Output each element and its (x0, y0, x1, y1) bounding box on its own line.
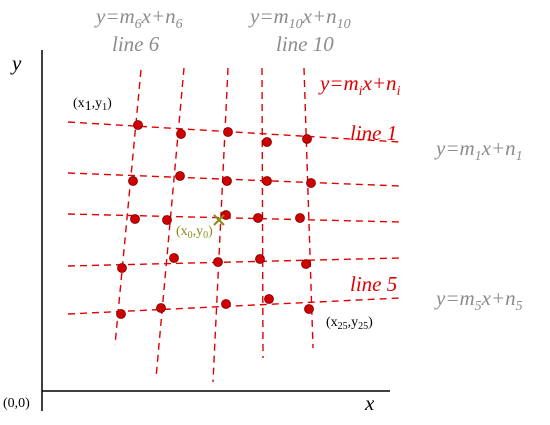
origin-label: (0,0) (3, 396, 30, 411)
point (169, 253, 179, 263)
point (213, 257, 223, 267)
eq-part: x+n (481, 136, 516, 160)
eq-part: y=m (318, 71, 359, 95)
point (176, 129, 186, 139)
v-line (114, 69, 142, 346)
x-axis-label: x (364, 391, 375, 415)
pt-part: (x (73, 96, 85, 111)
point (255, 254, 265, 264)
point (262, 137, 272, 147)
eq-sub: 6 (135, 17, 142, 32)
eq-part: x+n (481, 286, 516, 310)
equation: y=mix+ni (318, 71, 401, 99)
point (301, 259, 311, 269)
point (264, 294, 274, 304)
grid-lines (67, 67, 401, 383)
point (116, 309, 126, 319)
eq-sub: 1 (516, 149, 523, 164)
h-line (67, 172, 401, 187)
pt-sub: 25 (338, 321, 348, 332)
point-label: (x1,y1) (73, 96, 112, 114)
equation: y=m10x+n10 (248, 4, 351, 32)
point (156, 303, 166, 313)
line-label: line 1 (350, 121, 397, 145)
v-line (212, 67, 229, 383)
eq-part: y=m (434, 136, 475, 160)
eq-sub: 1 (475, 149, 482, 164)
point-label: (x25,y25) (326, 315, 373, 332)
y-axis-label: y (10, 51, 22, 75)
point (262, 176, 272, 186)
x-mark-stroke (213, 214, 225, 226)
point (221, 299, 231, 309)
pt-sub: 1 (85, 99, 92, 114)
x0-mark (213, 214, 225, 226)
point (222, 176, 232, 186)
point (304, 304, 314, 314)
h-line (67, 297, 401, 315)
point (302, 134, 312, 144)
eq-part: y=m (248, 4, 289, 28)
point (253, 213, 263, 223)
point (175, 171, 185, 181)
equation: y=m1x+n1 (434, 136, 523, 164)
eq-part: y=m (94, 4, 135, 28)
point (223, 127, 233, 137)
h-line (67, 213, 401, 223)
v-line (303, 67, 314, 349)
pt-part: ,y (92, 96, 103, 111)
pt-sub: 1 (102, 102, 107, 113)
line-label: line 5 (350, 272, 397, 296)
points (116, 120, 316, 319)
point-label: (x0,y0) (176, 224, 213, 241)
eq-part: x+n (302, 4, 337, 28)
v-line (155, 67, 185, 379)
eq-sub: 10 (337, 17, 351, 32)
point (130, 214, 140, 224)
eq-part: x+n (362, 71, 397, 95)
pt-part: ,y (348, 315, 359, 330)
pt-part: ) (107, 96, 112, 111)
eq-sub: 5 (475, 299, 482, 314)
equation: y=m6x+n6 (94, 4, 183, 32)
pt-part: ,y (193, 224, 204, 239)
line-label: line 10 (276, 32, 334, 56)
h-line (67, 121, 401, 143)
point (133, 120, 143, 130)
eq-sub: 5 (516, 299, 523, 314)
pt-part: ) (368, 315, 373, 330)
point (221, 210, 231, 220)
eq-sub: i (397, 84, 401, 99)
pt-part: ) (208, 224, 213, 239)
equation: y=m5x+n5 (434, 286, 523, 314)
pt-sub: 0 (203, 230, 208, 241)
pt-part: (x (176, 224, 188, 239)
eq-sub: 6 (176, 17, 183, 32)
point (117, 263, 127, 273)
v-line (261, 67, 264, 359)
h-line (67, 257, 401, 267)
line-label: line 6 (112, 32, 160, 56)
pt-part: (x (326, 315, 338, 330)
eq-part: y=m (434, 286, 475, 310)
axes: y x (0,0) (3, 50, 390, 415)
eq-part: x+n (141, 4, 176, 28)
pt-sub: 0 (188, 230, 193, 241)
point (306, 178, 316, 188)
eq-sub: i (359, 84, 363, 99)
point (295, 213, 305, 223)
eq-sub: 10 (289, 17, 303, 32)
point (162, 215, 172, 225)
pt-sub: 25 (358, 321, 368, 332)
point (128, 176, 138, 186)
